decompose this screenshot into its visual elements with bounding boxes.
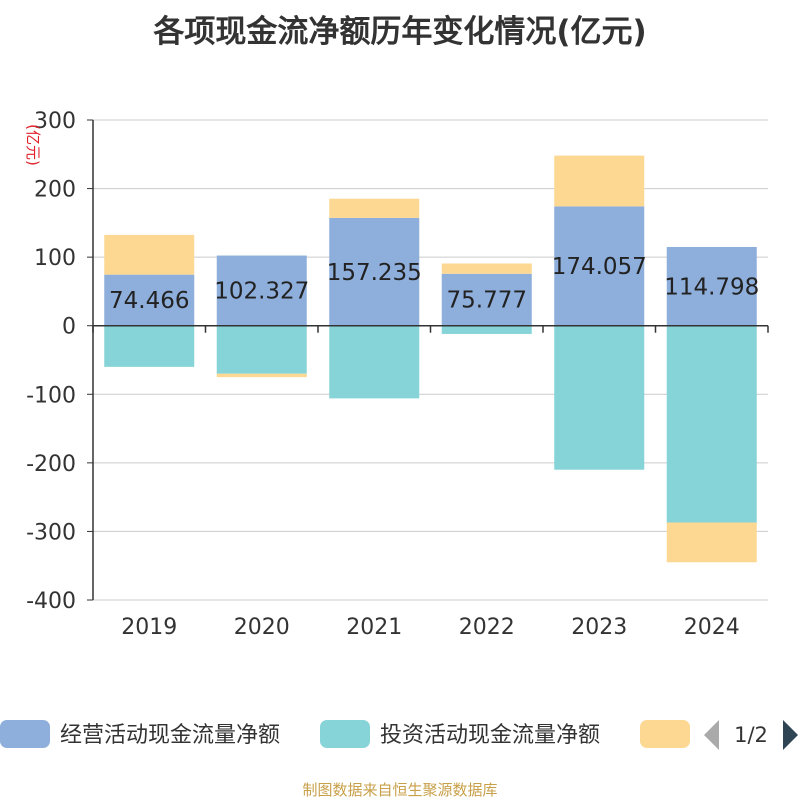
bar-series-1 (329, 217, 420, 326)
y-axis-label: (亿元) (24, 124, 42, 166)
bar-series-3 (104, 234, 195, 275)
bar-series-3 (554, 155, 645, 207)
x-tick-label: 2020 (234, 615, 290, 640)
bar-series-2 (329, 325, 420, 399)
bar-series-3 (216, 373, 307, 378)
x-tick-label: 2022 (459, 615, 515, 640)
bar-series-3 (441, 263, 532, 274)
label-layer: 74.466 102.327 157.235 75.777 174.057 114.798 (109, 254, 759, 314)
legend-page-indicator: 1/2 (734, 723, 768, 747)
bar-series-1 (441, 273, 532, 326)
legend-prev-page-icon[interactable] (704, 720, 719, 750)
x-tick-label: 2021 (346, 615, 402, 640)
x-tick-label: 2019 (121, 615, 177, 640)
data-label: 102.327 (214, 279, 309, 305)
source-note: 制图数据来自恒生聚源数据库 (302, 781, 498, 799)
bar-series-1 (216, 255, 307, 326)
bar-series-2 (104, 325, 195, 367)
bar-series-1 (104, 274, 195, 326)
y-tick-label: 100 (34, 246, 76, 271)
bar-series-2 (441, 325, 532, 334)
y-tick-label: 0 (62, 315, 76, 340)
bar-series-1 (554, 206, 645, 326)
legend-label: 投资活动现金流量净额 (380, 723, 600, 748)
data-label: 114.798 (664, 274, 759, 300)
y-tick-label: -200 (26, 452, 76, 477)
data-label: 157.235 (327, 260, 422, 286)
bar-series-2 (216, 325, 307, 374)
x-tick-label: 2023 (571, 615, 627, 640)
data-label: 75.777 (447, 288, 527, 314)
y-tick-label: -300 (26, 520, 76, 545)
legend-swatch (640, 720, 690, 748)
data-label: 174.057 (552, 254, 647, 280)
legend-swatch (0, 720, 50, 748)
y-tick-label: -100 (26, 383, 76, 408)
y-tick-label: 300 (34, 109, 76, 134)
data-label: 74.466 (109, 288, 189, 314)
bar-series-1 (666, 246, 757, 326)
legend-next-page-icon[interactable] (783, 720, 798, 750)
bar-series-3 (666, 522, 757, 563)
y-tick-label: -400 (26, 589, 76, 614)
chart-title: 各项现金流净额历年变化情况(亿元) (153, 14, 647, 50)
y-tick-label: 200 (34, 178, 76, 203)
bar-series-3 (329, 198, 420, 218)
legend-label: 经营活动现金流量净额 (60, 723, 280, 748)
bar-series-2 (666, 325, 757, 523)
bar-layer (104, 155, 757, 563)
x-tick-label: 2024 (684, 615, 740, 640)
axis-layer: 300 200 100 0 -100 -200 -300 -400 (亿元) 2019 2020 20… (24, 109, 769, 640)
legend: 经营活动现金流量净额 投资活动现金流量净额 1/2 (0, 720, 798, 750)
bar-series-2 (554, 325, 645, 470)
legend-swatch (320, 720, 370, 748)
